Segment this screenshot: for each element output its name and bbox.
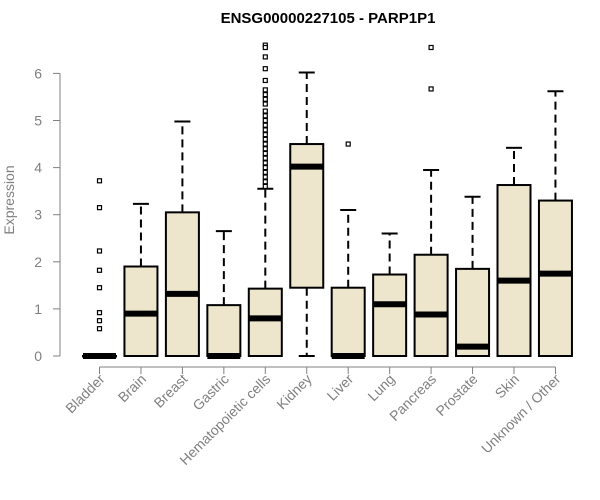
outlier-point (262, 77, 268, 84)
box-group (496, 146, 532, 357)
box-group (164, 120, 200, 357)
x-tick-label: Bladder (62, 371, 108, 417)
box-group (372, 232, 408, 357)
outlier-point (262, 101, 268, 107)
outlier-point (262, 54, 268, 60)
x-tick-label: Breast (151, 371, 191, 411)
outlier-point (262, 150, 268, 157)
box-group (82, 178, 117, 359)
outlier-point (262, 146, 268, 152)
box (206, 304, 242, 357)
outlier-point (345, 141, 351, 147)
y-tick-label: 6 (34, 65, 42, 81)
x-tick-label: Prostate (432, 371, 480, 419)
box-group (206, 230, 242, 359)
box (455, 267, 491, 357)
x-tick-label: Kidney (273, 371, 315, 413)
box-group (289, 71, 325, 357)
outlier-point (262, 136, 268, 142)
box (537, 199, 573, 357)
outlier-point (262, 132, 268, 138)
outlier-point (262, 96, 268, 102)
y-axis: 0 1 2 3 4 5 6 (34, 65, 61, 364)
box (496, 184, 532, 357)
outlier-point (96, 248, 103, 254)
outlier-point (262, 165, 268, 171)
box (372, 273, 408, 357)
box-group (455, 195, 491, 357)
outlier-point (262, 183, 268, 190)
y-tick-label: 4 (34, 160, 42, 176)
outlier-point (428, 44, 434, 51)
y-tick-label: 3 (34, 207, 42, 223)
outlier-point (96, 310, 103, 316)
outlier-point (96, 318, 103, 324)
outlier-point (262, 44, 268, 51)
x-tick-label: Lung (364, 371, 397, 404)
box-group (330, 141, 366, 359)
box (247, 287, 283, 357)
outlier-point (96, 267, 103, 273)
outlier-point (262, 91, 268, 98)
outlier-point (96, 326, 103, 332)
outlier-point (262, 160, 268, 166)
box-group (537, 90, 573, 357)
y-axis-label: Expression (1, 165, 17, 234)
outlier-point (262, 174, 268, 180)
y-tick-label: 2 (34, 254, 42, 270)
box-group (123, 202, 159, 358)
box (413, 253, 449, 357)
box (164, 211, 200, 357)
outlier-point (262, 155, 268, 161)
y-tick-label: 5 (34, 113, 42, 129)
x-tick-label: Liver (324, 371, 357, 404)
x-tick-label: Brain (115, 371, 149, 405)
box-group (413, 44, 449, 357)
x-tick-label: Skin (492, 371, 523, 402)
boxes-group (82, 42, 573, 359)
box (330, 286, 366, 357)
outlier-point (262, 66, 268, 72)
outlier-point (262, 87, 268, 93)
outlier-point (262, 117, 268, 124)
outlier-point (262, 122, 268, 128)
x-tick-label: Unknown / Other (478, 371, 564, 457)
box-group (247, 42, 283, 357)
outlier-point (262, 113, 268, 119)
outlier-point (428, 86, 434, 92)
outlier-point (262, 169, 268, 175)
outlier-point (262, 108, 268, 114)
y-tick-label: 1 (34, 301, 42, 317)
outlier-point (262, 179, 268, 185)
outlier-point (96, 205, 103, 211)
outlier-point (262, 127, 268, 133)
outlier-point (262, 141, 268, 147)
y-tick-label: 0 (34, 348, 42, 364)
outlier-point (96, 178, 103, 184)
chart-title: ENSG00000227105 - PARP1P1 (221, 10, 436, 27)
outlier-point (96, 285, 103, 291)
